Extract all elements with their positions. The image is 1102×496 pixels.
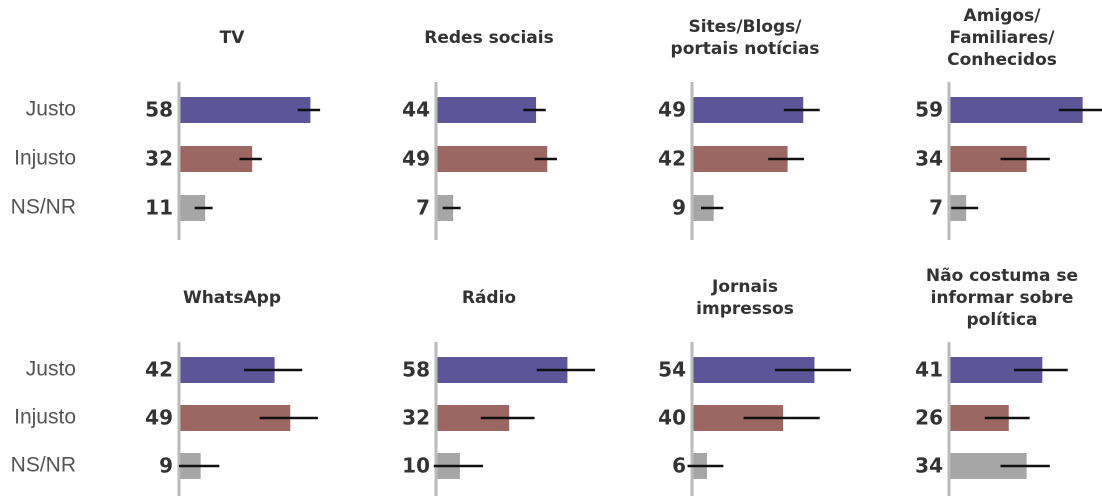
panel-title: Amigos/ Familiares/ Conhecidos: [947, 6, 1057, 70]
value-label: 6: [672, 454, 686, 478]
panel-title: TV: [219, 28, 245, 48]
value-label: 49: [145, 406, 173, 430]
value-label: 44: [402, 98, 430, 122]
value-label: 40: [658, 406, 686, 430]
value-label: 9: [672, 196, 686, 220]
category-label: NS/NR: [11, 196, 76, 219]
category-label: Justo: [26, 98, 76, 121]
value-label: 34: [915, 147, 943, 171]
value-label: 26: [915, 406, 943, 430]
panel-title: Sites/Blogs/ portais notícias: [670, 17, 820, 59]
category-label: Justo: [26, 358, 76, 381]
value-label: 41: [915, 358, 943, 382]
value-label: 49: [402, 147, 430, 171]
value-label: 7: [416, 196, 430, 220]
value-label: 58: [145, 98, 173, 122]
panel-title: Redes sociais: [424, 28, 554, 48]
bar: [437, 97, 537, 123]
panel-title: Jornais impressos: [696, 277, 794, 319]
value-label: 7: [929, 196, 943, 220]
panel-title: Rádio: [461, 288, 517, 308]
category-label: NS/NR: [11, 454, 76, 477]
panel-title: WhatsApp: [182, 288, 282, 308]
category-label: Injusto: [14, 147, 76, 170]
value-label: 32: [145, 147, 173, 171]
value-label: 34: [915, 454, 943, 478]
panel-title: Não costuma se informar sobre política: [925, 266, 1079, 330]
value-label: 10: [402, 454, 430, 478]
value-label: 11: [145, 196, 173, 220]
value-label: 42: [658, 147, 686, 171]
value-label: 32: [402, 406, 430, 430]
bar: [437, 146, 548, 172]
category-label: Injusto: [14, 406, 76, 429]
bar: [180, 97, 311, 123]
value-label: 42: [145, 358, 173, 382]
value-label: 9: [159, 454, 173, 478]
value-label: 54: [658, 358, 686, 382]
value-label: 58: [402, 358, 430, 382]
value-label: 59: [915, 98, 943, 122]
value-label: 49: [658, 98, 686, 122]
